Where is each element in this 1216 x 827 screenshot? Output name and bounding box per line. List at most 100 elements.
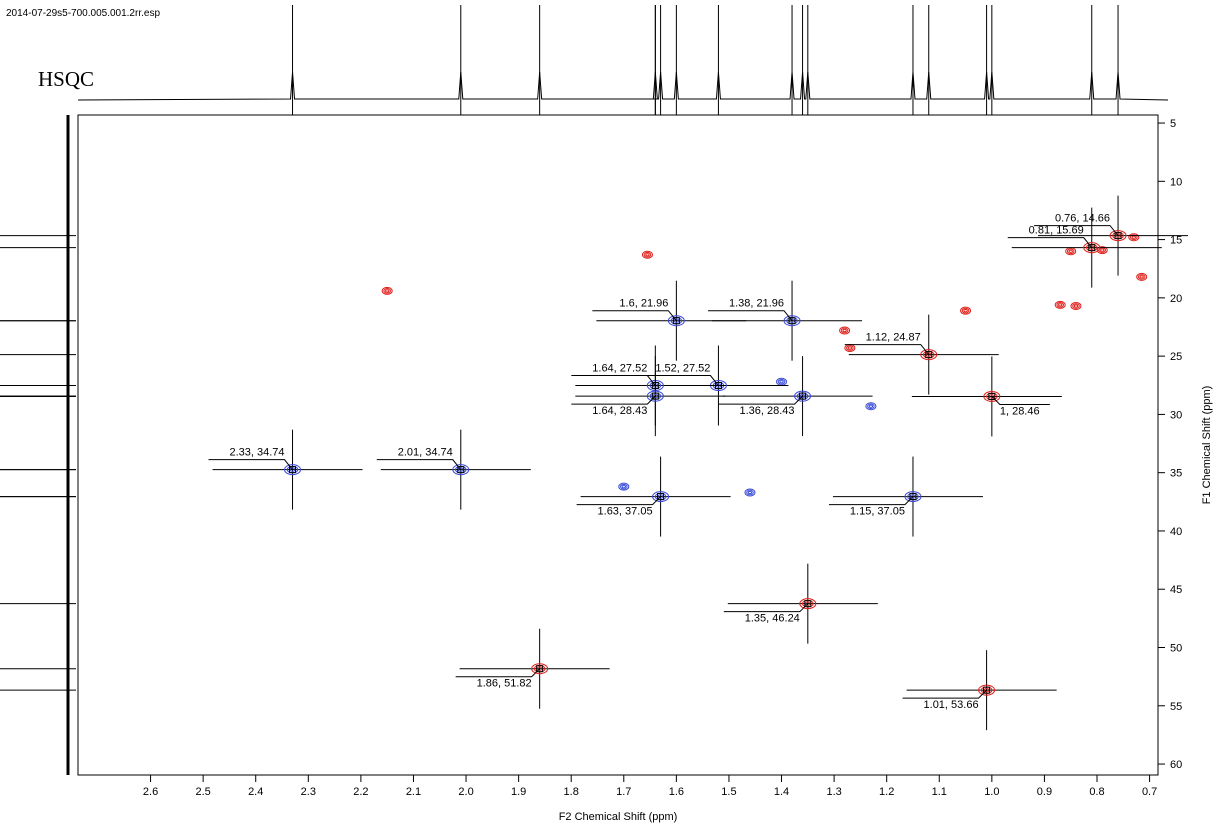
contour (1072, 303, 1080, 309)
file-name: 2014-07-29s5-700.005.001.2rr.esp (6, 8, 160, 19)
contour (1083, 242, 1101, 254)
x-tick-label: 1.4 (774, 786, 789, 798)
contour (799, 598, 817, 610)
contour (1139, 275, 1144, 279)
label-leader (991, 396, 1050, 405)
contour (1128, 233, 1140, 242)
contour (960, 306, 972, 315)
cross-peak (844, 343, 856, 352)
label-leader (455, 668, 541, 678)
contour (284, 464, 302, 476)
contour (1070, 302, 1082, 311)
cross-peak (641, 250, 653, 259)
peak-label: 1.52, 27.52 (655, 363, 710, 375)
x-tick-label: 2.2 (353, 786, 368, 798)
cross-peak (960, 306, 972, 315)
label-leader (902, 689, 987, 699)
y-tick-label: 35 (1170, 468, 1182, 480)
contour (983, 390, 1001, 402)
x-tick-label: 1.7 (616, 786, 631, 798)
label-leader (592, 310, 677, 322)
y-tick-label: 25 (1170, 351, 1182, 363)
contour (920, 349, 938, 361)
contour (867, 403, 875, 410)
peak-marker (925, 351, 933, 359)
contour (1137, 274, 1146, 280)
peak-label: 1, 28.46 (1000, 405, 1040, 417)
contour (452, 464, 470, 476)
contour (978, 684, 996, 696)
contour (961, 307, 970, 314)
peak-label: 2.33, 34.74 (229, 447, 284, 459)
label-leader (828, 496, 914, 506)
peak-marker (457, 466, 465, 474)
contour (383, 288, 391, 294)
contour (779, 380, 784, 384)
contour (621, 485, 626, 489)
peak-label: 1.64, 27.52 (592, 363, 647, 375)
x-tick-label: 0.9 (1037, 786, 1052, 798)
y-tick-label: 50 (1170, 642, 1182, 654)
contour (1068, 249, 1073, 253)
contour (1066, 248, 1075, 255)
contour (777, 378, 786, 385)
proton-projection (77, 71, 1169, 101)
peak-label: 1.38, 21.96 (729, 298, 784, 310)
x-tick-label: 1.6 (669, 786, 684, 798)
contour (1136, 272, 1148, 281)
peak-marker (988, 392, 996, 400)
peak-label: 1.35, 46.24 (745, 613, 800, 625)
contour (1054, 300, 1066, 309)
peak-label: 1.36, 28.43 (739, 405, 794, 417)
y-tick-label: 10 (1170, 176, 1182, 188)
x-tick-label: 1.2 (879, 786, 894, 798)
contour (667, 315, 685, 327)
contour (846, 345, 854, 351)
x-tick-label: 0.7 (1142, 786, 1157, 798)
label-leader (708, 310, 793, 322)
x-tick-label: 1.5 (721, 786, 736, 798)
y-tick-label: 45 (1170, 584, 1182, 596)
peak-label: 1.12, 24.87 (866, 332, 921, 344)
peak-label: 2.01, 34.74 (398, 447, 453, 459)
peak-marker (983, 686, 991, 694)
contour (641, 250, 653, 259)
label-leader (571, 395, 656, 405)
cross-peak (1065, 247, 1077, 256)
contour (746, 489, 754, 496)
x-tick-label: 2.1 (406, 786, 421, 798)
cross-peak (776, 377, 788, 386)
peak-marker (672, 317, 680, 325)
contour (1056, 302, 1065, 308)
contour (963, 309, 968, 313)
label-leader (723, 603, 809, 613)
peak-marker (289, 466, 297, 474)
contour (1073, 304, 1079, 308)
contour (1109, 230, 1127, 242)
cross-peak (744, 488, 756, 497)
contour (385, 289, 390, 293)
x-tick-label: 1.0 (984, 786, 999, 798)
contour (839, 326, 851, 335)
contour (840, 327, 849, 334)
peak-label: 0.76, 14.66 (1055, 213, 1110, 225)
contour (645, 253, 650, 257)
peak-label: 0.81, 15.69 (1029, 225, 1084, 237)
label-leader (634, 375, 719, 386)
peak-label: 1.86, 51.82 (477, 678, 532, 690)
y-tick-label: 40 (1170, 526, 1182, 538)
x-tick-label: 1.8 (564, 786, 579, 798)
peak-marker (536, 665, 544, 673)
label-leader (718, 395, 803, 405)
peak-label: 1.6, 21.96 (619, 298, 668, 310)
x-tick-label: 0.8 (1089, 786, 1104, 798)
x-tick-label: 2.3 (301, 786, 316, 798)
cross-peak (618, 482, 630, 491)
peak-marker (909, 493, 917, 501)
x-axis-label: F2 Chemical Shift (ppm) (559, 811, 678, 823)
label-leader (571, 375, 656, 386)
contour (381, 286, 393, 295)
label-leader (844, 344, 930, 355)
label-leader (376, 459, 462, 470)
